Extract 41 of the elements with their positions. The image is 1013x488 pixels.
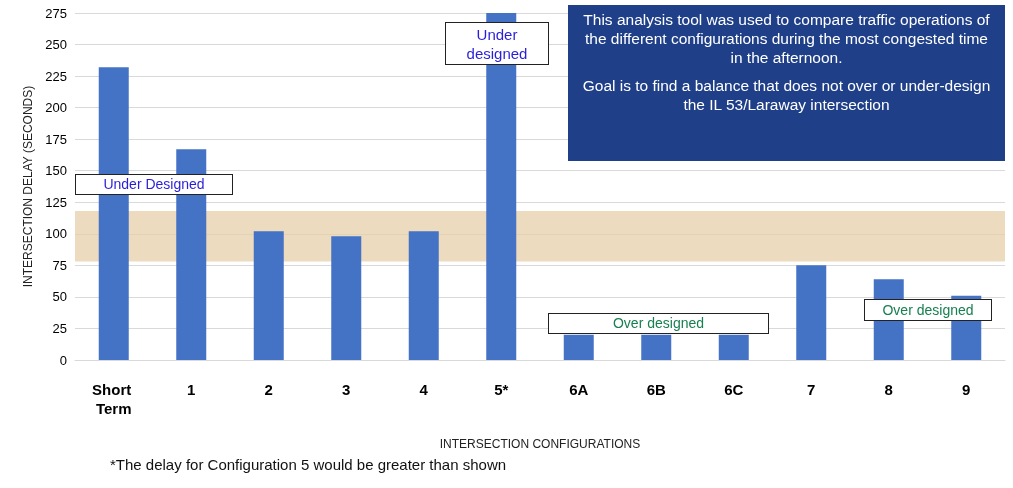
- text-box: Under Designed: [75, 174, 233, 195]
- bar: [718, 334, 749, 360]
- x-tick-label: 4: [419, 381, 429, 398]
- x-axis-title: INTERSECTION CONFIGURATIONS: [439, 437, 641, 451]
- x-tick-label: 6A: [569, 381, 589, 398]
- bar: [641, 334, 672, 360]
- y-tick-label: 50: [52, 289, 67, 305]
- bar: [253, 231, 284, 360]
- x-tick-label: Short Term: [92, 381, 136, 417]
- bar: [331, 236, 362, 360]
- annotation: This analysis tool was used to compare traffic operations of the different configurations during the most congested time in the afternoon.: [582, 10, 991, 67]
- x-tick-label: 1: [187, 381, 196, 398]
- y-tick-label: 275: [45, 5, 67, 21]
- y-tick-label: 225: [45, 68, 67, 84]
- bar: [796, 265, 827, 360]
- x-tick-label: 3: [342, 381, 351, 398]
- text-box: Over designed: [864, 299, 992, 321]
- x-tick-label: 6B: [646, 381, 666, 398]
- y-tick-label: 250: [45, 37, 67, 53]
- y-tick-label: 150: [45, 163, 67, 179]
- y-tick-label: 200: [45, 100, 67, 116]
- x-tick-label: 2: [264, 381, 273, 398]
- y-tick-label: 75: [52, 257, 67, 273]
- annotation: Goal is to find a balance that does not over or under-design the IL 53/Laraway intersection: [581, 76, 992, 114]
- text-box: Over designed: [548, 313, 769, 334]
- y-tick-label: 175: [45, 131, 67, 147]
- x-tick-label: 6C: [724, 381, 744, 398]
- y-tick-label: 100: [45, 226, 67, 242]
- y-tick-label: 25: [52, 320, 67, 336]
- bar: [408, 231, 439, 360]
- info-panel: This analysis tool was used to compare traffic operations of the different configurations during the most congested time in the afternoon. Goal is to find a balance that does not over or under-design the IL 53/Laraway intersection: [568, 5, 1005, 161]
- x-tick-label: 8: [884, 381, 893, 398]
- y-tick-label: 0: [59, 352, 67, 368]
- bar: [563, 334, 594, 360]
- x-tick-label: 7: [807, 381, 816, 398]
- x-tick-label: 9: [962, 381, 971, 398]
- x-tick-label: 5*: [494, 381, 509, 398]
- y-axis-title: INTERSECTION DELAY (SECONDS): [21, 85, 36, 288]
- text-box: Under designed: [445, 22, 549, 65]
- footnote: *The delay for Configuration 5 would be greater than shown: [110, 456, 508, 473]
- y-tick-label: 125: [45, 194, 67, 210]
